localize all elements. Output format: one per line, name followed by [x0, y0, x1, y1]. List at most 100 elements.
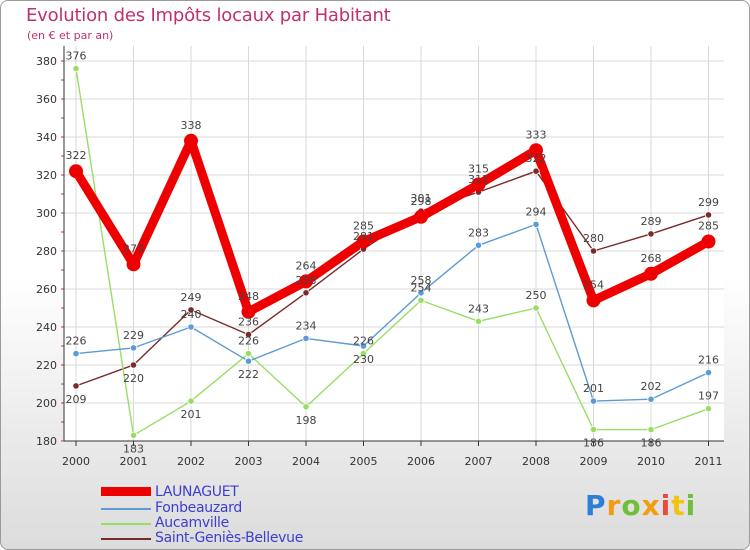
- data-labels: 209 220 249 236 258 281 301 311 322 280 289 299 376 1…: [66, 50, 720, 456]
- y-tick-label: 340: [36, 131, 57, 144]
- logo-letter: P: [585, 489, 607, 522]
- data-label: 186: [641, 437, 662, 450]
- plot-area: [64, 46, 724, 441]
- data-point: [359, 342, 368, 350]
- data-label: 202: [641, 380, 662, 393]
- legend-item-fonbeauzard[interactable]: Fonbeauzard: [101, 500, 361, 517]
- chart-title: Evolution des Impôts locaux par Habitant: [26, 5, 391, 26]
- data-label: 285: [698, 220, 719, 233]
- legend-label: Aucamville: [155, 515, 229, 531]
- data-label: 198: [296, 414, 317, 427]
- x-tick-label: 2003: [235, 455, 263, 468]
- x-tick-label: 2005: [350, 455, 378, 468]
- data-point: [589, 247, 598, 255]
- data-label: 216: [698, 354, 719, 367]
- data-point: [129, 431, 138, 439]
- data-point: [129, 344, 138, 352]
- data-label: 322: [526, 152, 547, 165]
- x-tick-label: 2002: [177, 455, 205, 468]
- data-label: 226: [353, 335, 374, 348]
- data-label: 333: [526, 128, 547, 141]
- data-label: 249: [181, 291, 202, 304]
- series-line-aucamville: [75, 67, 710, 436]
- x-tick-label: 2004: [292, 455, 320, 468]
- data-label: 226: [238, 335, 259, 348]
- data-point: [701, 234, 716, 249]
- data-label: 264: [296, 259, 317, 272]
- legend-swatch: [101, 487, 151, 496]
- series-points: [69, 65, 716, 439]
- data-point: [244, 357, 253, 365]
- y-tick-label: 200: [36, 397, 57, 410]
- data-point: [704, 405, 713, 413]
- data-label: 230: [353, 353, 374, 366]
- data-point: [184, 133, 198, 148]
- data-label: 258: [411, 274, 432, 287]
- data-label: 197: [698, 390, 719, 403]
- legend-item-aucamville[interactable]: Aucamville: [101, 515, 361, 532]
- series-line-fonbeauzard: [75, 223, 710, 402]
- data-point: [704, 368, 713, 377]
- y-tick-label: 220: [36, 359, 57, 372]
- chart-grid: [64, 46, 724, 442]
- legend-label: Fonbeauzard: [155, 500, 242, 516]
- data-point: [72, 349, 80, 358]
- logo-letter: o: [621, 489, 642, 522]
- x-tick-label: 2009: [580, 455, 608, 468]
- x-tick-label: 2008: [522, 455, 550, 468]
- data-label: 201: [181, 408, 202, 421]
- y-tick-label: 360: [36, 93, 57, 106]
- data-point: [356, 234, 371, 249]
- chart-subtitle: (en € et par an): [27, 29, 114, 42]
- data-label: 186: [583, 437, 604, 450]
- data-point: [529, 143, 543, 158]
- data-point: [532, 220, 540, 228]
- legend-swatch: [101, 523, 151, 525]
- y-tick-label: 320: [36, 169, 57, 182]
- data-point: [244, 349, 253, 358]
- legend-item-saint-genies-bellevue[interactable]: Saint-Geniès-Bellevue: [101, 530, 361, 547]
- data-label: 183: [123, 442, 144, 455]
- data-label: 250: [526, 289, 547, 302]
- data-label: 285: [353, 220, 374, 233]
- data-point: [69, 164, 83, 179]
- data-label: 234: [296, 319, 317, 332]
- y-tick-label: 280: [36, 245, 57, 258]
- data-point: [414, 209, 428, 224]
- logo-letter: r: [606, 489, 622, 522]
- legend-label: Saint-Geniès-Bellevue: [155, 530, 304, 546]
- x-tick-label: 2011: [695, 455, 723, 468]
- data-label: 298: [411, 195, 432, 208]
- data-label: 254: [411, 281, 432, 294]
- data-label: 289: [641, 215, 662, 228]
- data-point: [126, 257, 141, 272]
- y-tick-label: 380: [36, 55, 57, 68]
- data-point: [302, 334, 310, 342]
- data-label: 280: [583, 232, 604, 245]
- logo-letter: t: [671, 489, 686, 522]
- x-tick-label: 2000: [62, 455, 90, 468]
- data-point: [471, 177, 486, 192]
- data-point: [187, 323, 195, 331]
- data-point: [586, 293, 601, 308]
- logo-letter: x: [641, 489, 661, 522]
- data-point: [241, 304, 256, 319]
- data-label: 240: [181, 308, 202, 321]
- legend-swatch: [101, 538, 151, 540]
- series-lines: [71, 67, 713, 436]
- data-label: 281: [353, 230, 374, 243]
- data-point: [302, 289, 310, 297]
- data-point: [359, 349, 368, 358]
- legend-label: LAUNAGUET: [155, 484, 239, 500]
- data-point: [474, 317, 483, 325]
- data-label: 236: [238, 316, 259, 329]
- legend-swatch: [101, 508, 151, 510]
- data-point: [187, 397, 195, 405]
- data-point: [532, 167, 540, 175]
- legend-item-launaguet[interactable]: LAUNAGUET: [101, 484, 361, 501]
- data-label: 268: [641, 252, 662, 265]
- data-label: 258: [296, 274, 317, 287]
- data-label: 220: [123, 372, 144, 385]
